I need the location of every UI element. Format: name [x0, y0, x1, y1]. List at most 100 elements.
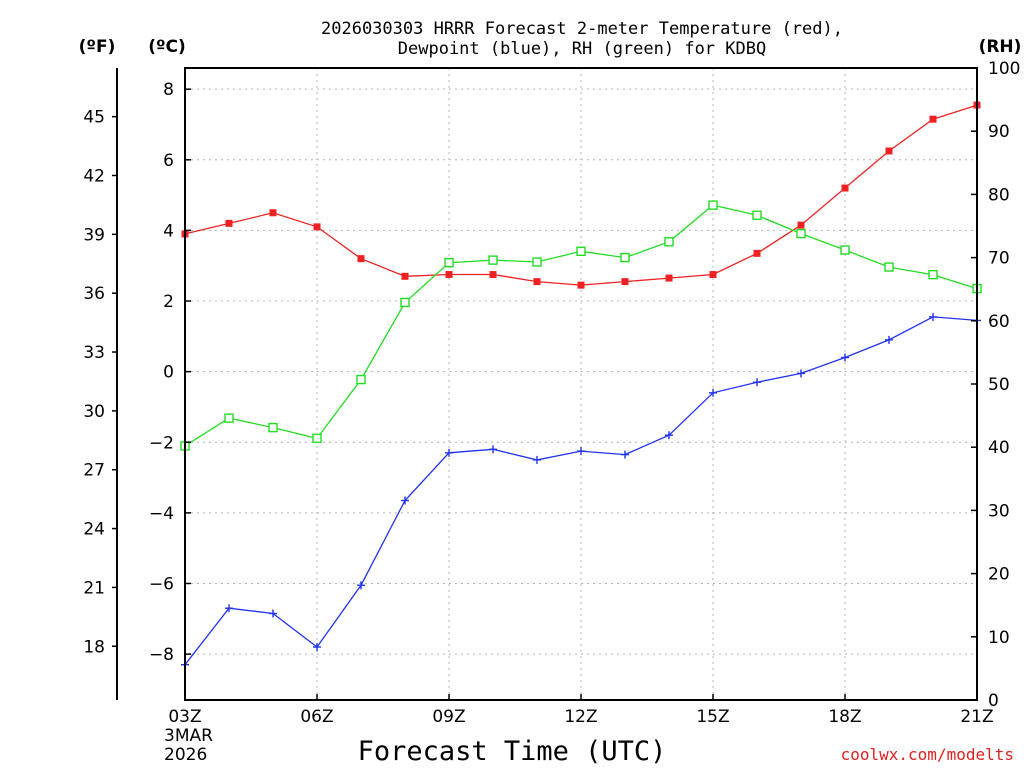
dewpoint-point [797, 369, 805, 378]
rh-point [576, 246, 586, 256]
rh-tick-label: 40 [988, 438, 1010, 458]
date-month-label: 3MAR [164, 726, 213, 746]
temperature-point [797, 221, 805, 229]
x-tick-label: 15Z [696, 707, 729, 727]
temperature-point [269, 209, 277, 217]
celsius-tick-label: 2 [163, 292, 174, 312]
chart-title-line-2: Dewpoint (blue), RH (green) for KDBQ [398, 39, 766, 59]
temperature-point [401, 272, 409, 280]
fahrenheit-tick-label: 30 [83, 402, 105, 422]
rh-tick-label: 10 [988, 628, 1010, 648]
temperature-point [709, 271, 717, 279]
rh-tick-label: 100 [988, 59, 1020, 79]
dewpoint-point [621, 450, 629, 459]
gridlines [184, 68, 978, 700]
dewpoint-point [489, 445, 497, 454]
rh-tick-label: 70 [988, 249, 1010, 269]
x-tick-label: 12Z [564, 707, 597, 727]
dewpoint-point [357, 581, 365, 590]
fahrenheit-tick-label: 36 [83, 284, 105, 304]
fahrenheit-tick-label: 45 [83, 108, 105, 128]
rh-tick-label: 0 [988, 691, 999, 711]
rh-point [488, 255, 498, 265]
rh-point [752, 210, 762, 220]
dewpoint-point [225, 604, 233, 613]
x-tick-label: 18Z [828, 707, 861, 727]
dewpoint-point [533, 455, 541, 464]
rh-unit-label: (RH) [979, 37, 1022, 57]
temperature-point [225, 219, 233, 227]
rh-point [884, 262, 894, 272]
data-series [180, 101, 982, 669]
dewpoint-point [665, 431, 673, 440]
rh-point [708, 200, 718, 210]
rh-point [796, 228, 806, 239]
rh-point [312, 433, 322, 444]
fahrenheit-tick-label: 21 [83, 578, 105, 598]
rh-series [180, 200, 982, 451]
x-tick-label: 09Z [432, 707, 465, 727]
temperature-point [313, 223, 321, 231]
temperature-point [577, 281, 585, 289]
x-tick-label: 21Z [960, 707, 993, 727]
dewpoint-point [577, 447, 585, 456]
fahrenheit-tick-label: 18 [83, 637, 105, 657]
dewpoint-point [401, 496, 409, 505]
x-tick-label: 03Z [168, 707, 201, 727]
rh-tick-label: 80 [988, 185, 1010, 205]
source-credit: coolwx.com/modelts [841, 745, 1014, 764]
rh-line [184, 204, 978, 447]
rh-point [664, 237, 674, 247]
rh-point [224, 413, 234, 423]
dewpoint-point [313, 643, 321, 652]
rh-point [840, 245, 850, 255]
temperature-point [621, 278, 629, 286]
temperature-point [489, 271, 497, 279]
celsius-tick-label: −4 [149, 504, 174, 524]
temperature-point [841, 184, 849, 192]
dewpoint-point [929, 312, 937, 321]
dewpoint-point [445, 448, 453, 457]
temperature-point [753, 249, 761, 257]
dewpoint-point [885, 335, 893, 344]
rh-point [356, 374, 366, 385]
rh-tick-label: 30 [988, 501, 1010, 521]
chart-title-line-1: 2026030303 HRRR Forecast 2-meter Tempera… [321, 19, 843, 39]
celsius-tick-label: −6 [149, 574, 174, 594]
rh-tick-label: 60 [988, 312, 1010, 332]
fahrenheit-tick-label: 24 [83, 520, 105, 540]
temperature-point [885, 147, 893, 155]
rh-tick-label: 50 [988, 375, 1010, 395]
date-year-label: 2026 [164, 745, 207, 765]
temperature-point [533, 278, 541, 286]
celsius-tick-label: 0 [163, 363, 174, 383]
celsius-tick-label: 6 [163, 151, 174, 171]
fahrenheit-tick-label: 42 [83, 166, 105, 186]
fahrenheit-tick-label: 39 [83, 225, 105, 245]
temperature-point [357, 255, 365, 263]
dewpoint-point [841, 353, 849, 362]
axes: 86420−2−4−6−8454239363330272421181009080… [83, 59, 1020, 727]
rh-point [532, 257, 542, 267]
temperature-point [445, 271, 453, 279]
rh-tick-label: 90 [988, 122, 1010, 142]
plot-frame [184, 67, 978, 701]
rh-point [400, 297, 410, 308]
celsius-tick-label: 4 [163, 221, 174, 241]
dewpoint-series [181, 312, 981, 669]
rh-point [928, 269, 938, 280]
rh-point [444, 257, 454, 268]
temperature-point [929, 115, 937, 123]
fahrenheit-unit-label: (ºF) [79, 37, 116, 57]
rh-tick-label: 20 [988, 565, 1010, 585]
x-axis-title: Forecast Time (UTC) [358, 736, 667, 767]
temperature-point [665, 274, 673, 282]
fahrenheit-tick-label: 27 [83, 461, 105, 481]
dewpoint-point [753, 378, 761, 387]
celsius-tick-label: −8 [149, 645, 174, 665]
rh-point [268, 422, 278, 433]
rh-point [620, 252, 630, 263]
dewpoint-point [709, 388, 717, 397]
celsius-tick-label: −2 [149, 433, 174, 453]
